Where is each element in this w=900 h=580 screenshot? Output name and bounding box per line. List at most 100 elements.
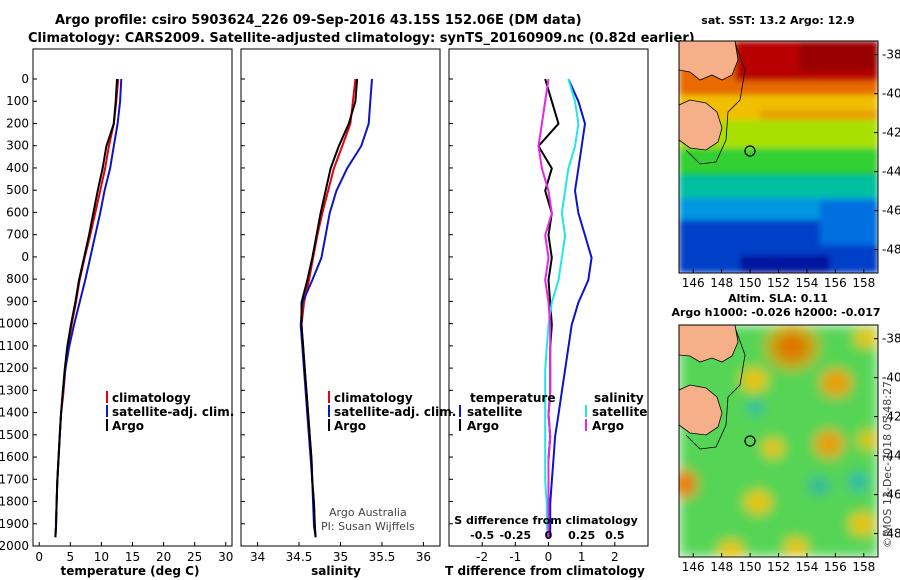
- map-lat-label: -46: [882, 488, 900, 502]
- map-lat-label: -42: [882, 410, 900, 424]
- x-tick-label: 1: [578, 550, 586, 564]
- map-lon-label: 154: [795, 276, 818, 290]
- map-lon-label: 148: [710, 560, 733, 574]
- legend-label-t-satellite: satellite: [467, 405, 522, 419]
- imos-watermark: ©IMOS 13-Dec-2018 05:48:27: [881, 381, 894, 548]
- x-tick-label: 34.5: [286, 550, 313, 564]
- map-lat-label: -48: [882, 527, 900, 541]
- legend-swatch-satellite: [106, 405, 108, 417]
- depth-tick-label: 600: [6, 205, 29, 219]
- map-lat-label: -42: [882, 126, 900, 140]
- x-tick-label: 0: [545, 550, 553, 564]
- figure-title-line1: Argo profile: csiro 5903624_226 09-Sep-2…: [55, 13, 582, 28]
- map-lon-label: 146: [682, 560, 705, 574]
- legend-swatch-argo: [106, 419, 108, 431]
- map-lon-label: 148: [710, 276, 733, 290]
- map-lon-label: 150: [739, 560, 762, 574]
- figure-title-line2: Climatology: CARS2009. Satellite-adjuste…: [28, 31, 695, 46]
- depth-axis: 0 100 200 300 400 500 600 700 0 800 900 1000 1100 120…: [0, 72, 453, 553]
- depth-tick-label: 1600: [0, 450, 29, 464]
- x-tick-label: 25: [187, 550, 202, 564]
- x-tick-label: 0: [35, 550, 43, 564]
- map-lat-label: -38: [882, 332, 900, 346]
- series-line-climatology: [54, 78, 120, 538]
- s-difference-tick-label: 0.25: [568, 529, 595, 542]
- depth-tick-label: 1000: [0, 317, 29, 331]
- series-line-s-argo: [537, 78, 553, 538]
- salinity-legend: climatology satellite-adj. clim. Argo: [328, 391, 456, 433]
- sla-map-title: Altim. SLA: 0.11: [728, 292, 828, 305]
- s-difference-tick-label: 0: [545, 529, 553, 542]
- x-tick-label: 2: [611, 550, 619, 564]
- temperature-legend: climatology satellite-adj. clim. Argo: [106, 391, 234, 433]
- map-lat-label: -48: [882, 243, 900, 257]
- legend-label-satellite: satellite-adj. clim.: [334, 405, 456, 419]
- legend-label-argo: Argo: [334, 419, 366, 433]
- legend-label-satellite: satellite-adj. clim.: [112, 405, 234, 419]
- map-lat-label: -46: [882, 204, 900, 218]
- x-tick-label: 34: [250, 550, 265, 564]
- x-tick-label: 35: [333, 550, 348, 564]
- x-tick-label: -2: [476, 550, 488, 564]
- series-line-satellite-adj-clim-: [54, 78, 123, 538]
- sla-map-subtitle: Argo h1000: -0.026 h2000: -0.017: [671, 306, 880, 319]
- x-tick-label: -1: [509, 550, 521, 564]
- salinity-series: [299, 78, 373, 538]
- depth-tick-label: 300: [6, 139, 29, 153]
- temperature-series: [54, 78, 123, 538]
- depth-tick-label: 100: [6, 94, 29, 108]
- map-axes-ticks: 146 148 150 152 154 156 158 -38 -40 -42 -44 -46 -48 1…: [682, 48, 900, 574]
- x-tick-label: 20: [156, 550, 171, 564]
- map-lon-label: 152: [767, 276, 790, 290]
- x-tick-label: 36: [416, 550, 431, 564]
- series-line-argo: [300, 78, 359, 538]
- s-difference-axis-label: S difference from climatology: [454, 514, 638, 527]
- temperature-panel-frame: [32, 48, 233, 547]
- legend-label-argo: Argo: [112, 419, 144, 433]
- sst-map-title: sat. SST: 13.2 Argo: 12.9: [701, 14, 854, 27]
- series-line-climatology: [300, 78, 357, 538]
- x-tick-label: 15: [125, 550, 140, 564]
- legend-title-salinity: salinity: [594, 391, 644, 405]
- x-axes-ticks: 0 5 10 15 20 25 30 34 34.5 35 35.5 36 -2 -1 0 1 2 -0.5 -0.…: [35, 529, 624, 564]
- legend-label-climatology: climatology: [112, 391, 191, 405]
- map-lat-label: -44: [882, 449, 900, 463]
- legend-swatch-climatology: [328, 391, 330, 403]
- map-lon-label: 152: [767, 560, 790, 574]
- salinity-axis-label: salinity: [311, 564, 361, 578]
- map-lon-label: 154: [795, 560, 818, 574]
- legend-swatch-argo: [328, 419, 330, 431]
- depth-tick-label: 1700: [0, 472, 29, 486]
- depth-tick-label: 900: [6, 294, 29, 308]
- depth-tick-label: 0: [21, 250, 29, 264]
- legend-swatch-t-argo: [459, 419, 461, 431]
- depth-tick-label: 1500: [0, 428, 29, 442]
- map-lon-label: 146: [682, 276, 705, 290]
- map-lon-label: 158: [852, 560, 875, 574]
- salinity-panel-frame: [240, 48, 441, 547]
- depth-tick-label: 1800: [0, 495, 29, 509]
- map-lat-label: -44: [882, 165, 900, 179]
- sla-profile-marker: [744, 435, 756, 447]
- credit-line2: PI: Susan Wijffels: [321, 520, 415, 533]
- map-lon-label: 158: [852, 276, 875, 290]
- depth-tick-label: 1100: [0, 339, 29, 353]
- depth-tick-label: 200: [6, 116, 29, 130]
- depth-tick-label: 1400: [0, 406, 29, 420]
- map-lon-label: 156: [824, 276, 847, 290]
- depth-tick-label: 2000: [0, 539, 29, 553]
- difference-axis-label: T difference from climatology: [445, 564, 645, 578]
- legend-swatch-s-satellite: [585, 405, 587, 417]
- x-tick-label: 5: [66, 550, 74, 564]
- series-line-s-satellite: [544, 78, 580, 538]
- x-tick-label: 10: [94, 550, 109, 564]
- difference-series: [537, 78, 593, 538]
- sst-profile-marker: [744, 145, 756, 157]
- legend-swatch-climatology: [106, 391, 108, 403]
- temperature-axis-label: temperature (deg C): [61, 564, 200, 578]
- depth-tick-label: 500: [6, 183, 29, 197]
- x-tick-label: 30: [218, 550, 233, 564]
- depth-tick-label: 0: [21, 72, 29, 86]
- difference-legend: temperature satellite Argo salinity sate…: [459, 391, 647, 433]
